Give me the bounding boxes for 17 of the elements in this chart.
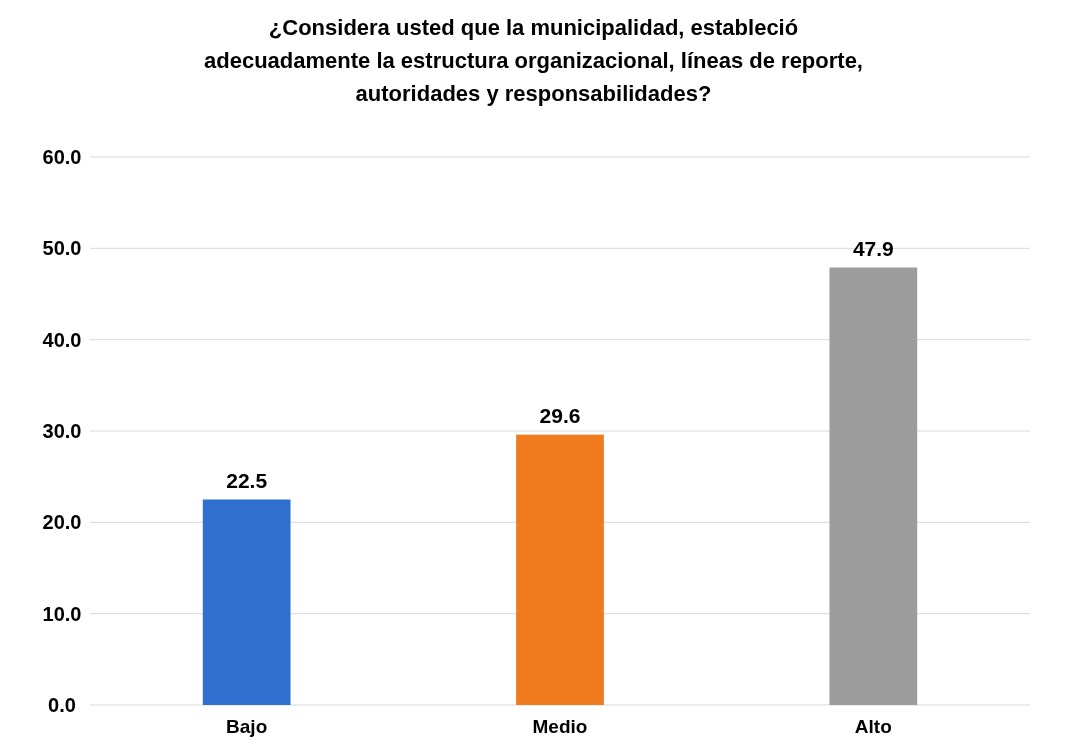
y-tick-label: 50.0 — [42, 237, 82, 260]
y-tick-label: 60.0 — [42, 146, 82, 168]
chart-title: ¿Considera usted que la municipalidad, estableció adecuadamente la estructura organizacional, líneas de reporte, autoridades y responsabilidades? — [203, 15, 864, 106]
data-label: 22.5 — [226, 468, 268, 492]
x-tick-label: Medio — [532, 716, 588, 737]
y-tick-label: 10.0 — [42, 602, 82, 625]
y-tick-label: 20.0 — [42, 511, 82, 534]
y-tick-label: 40.0 — [42, 328, 82, 351]
y-tick-label: 30.0 — [42, 420, 82, 442]
x-tick-label: Alto — [854, 716, 892, 737]
bar — [516, 434, 604, 705]
bar — [829, 267, 918, 705]
bar — [202, 499, 291, 705]
y-tick-label: 0.0 — [48, 694, 76, 716]
x-tick-label: Bajo — [226, 716, 268, 737]
data-label: 47.9 — [852, 236, 894, 260]
data-label: 29.6 — [539, 403, 581, 427]
